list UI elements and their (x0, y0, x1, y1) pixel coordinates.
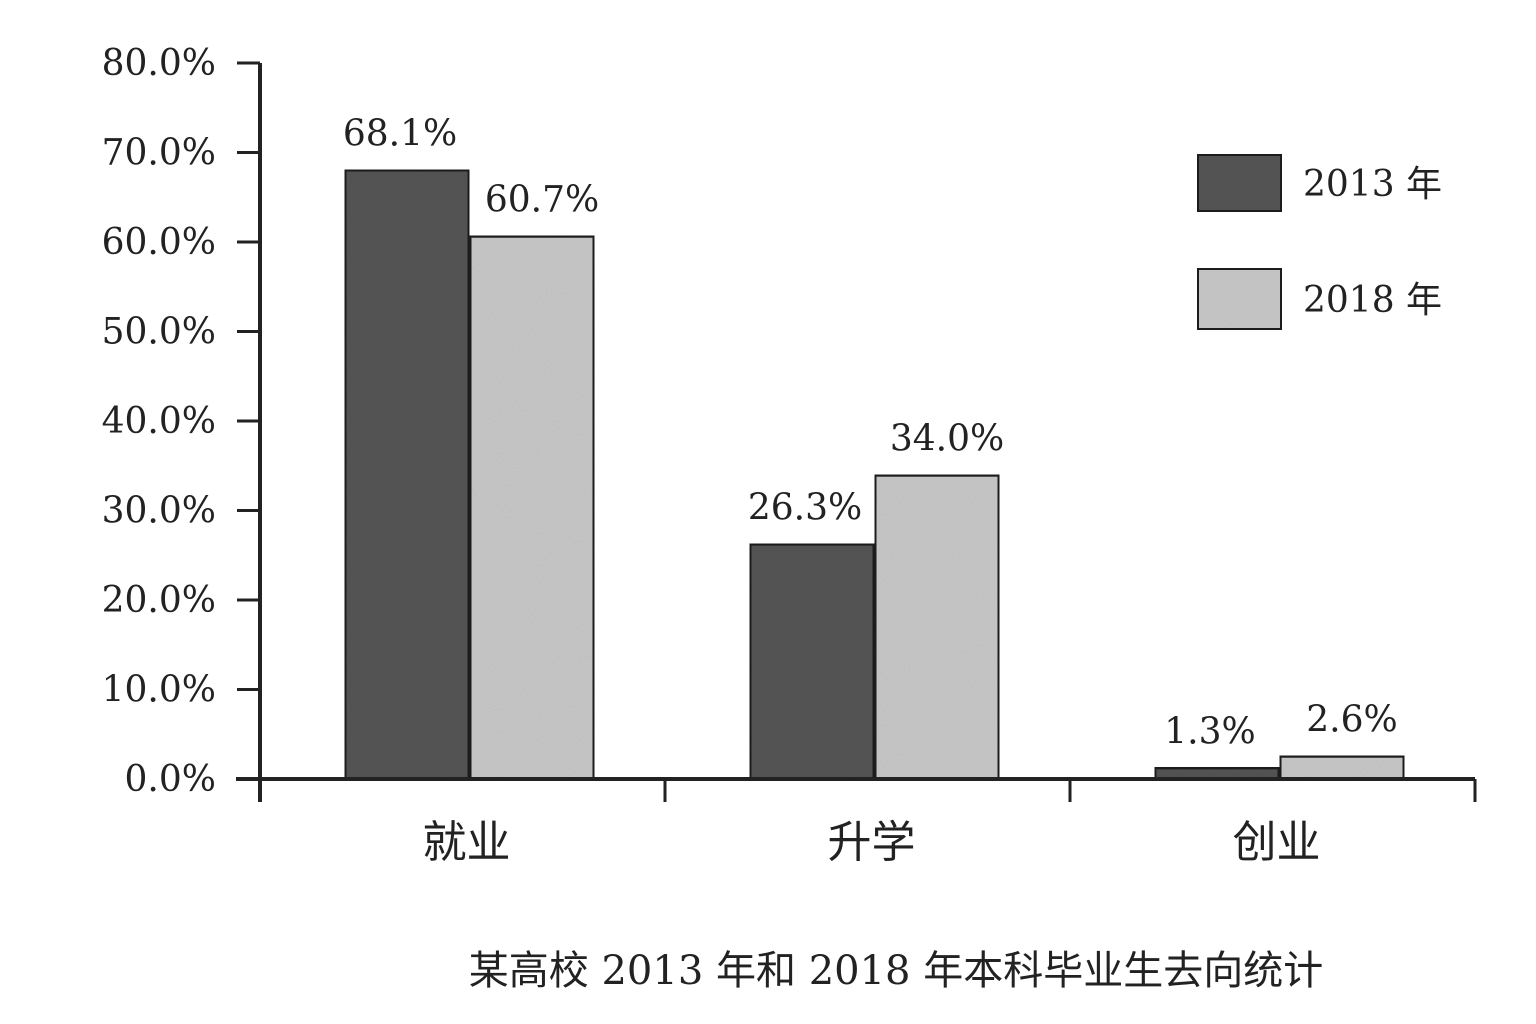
data-label: 68.1% (343, 114, 457, 155)
y-tick-label: 20.0% (102, 580, 216, 621)
bar-就业-2018年 (467, 233, 597, 782)
y-tick-label: 10.0% (102, 670, 216, 711)
bar-创业-2018年 (1277, 753, 1407, 781)
legend-label-2013: 2013 年 (1303, 164, 1442, 205)
value-labels: 68.1% 60.7% 26.3% 34.0% 1.3% 2.6% (343, 114, 1398, 753)
y-tick-label: 0.0% (125, 759, 216, 800)
data-label: 1.3% (1164, 711, 1255, 752)
category-label: 就业 (423, 817, 511, 868)
category-label: 升学 (828, 817, 916, 868)
legend-label-2018: 2018 年 (1303, 280, 1442, 321)
legend-swatch-2018 (1195, 266, 1284, 332)
data-label: 34.0% (890, 419, 1004, 460)
y-tick-label: 40.0% (102, 401, 216, 442)
y-axis-ticks: 0.0% 10.0% 20.0% 30.0% 40.0% 50.0% 60.0% 70.0% 8… (102, 43, 260, 800)
y-tick-label: 70.0% (102, 133, 216, 174)
bars (342, 167, 1407, 782)
bar-就业-2013年 (342, 167, 472, 781)
data-label: 2.6% (1306, 700, 1397, 741)
y-tick-label: 50.0% (102, 312, 216, 353)
category-label: 创业 (1233, 817, 1321, 868)
x-axis-ticks (258, 779, 1477, 802)
chart-title: 某高校 2013 年和 2018 年本科毕业生去向统计 (469, 948, 1323, 994)
y-tick-label: 80.0% (102, 43, 216, 84)
legend-swatch-2013 (1195, 152, 1284, 214)
data-label: 60.7% (485, 180, 599, 221)
category-labels: 就业 升学 创业 (423, 817, 1321, 868)
data-label: 26.3% (748, 488, 862, 529)
legend: 2013 年 2018 年 (1195, 152, 1442, 332)
y-tick-label: 30.0% (102, 491, 216, 532)
bar-升学-2018年 (872, 472, 1002, 781)
y-tick-label: 60.0% (102, 222, 216, 263)
bar-升学-2013年 (747, 541, 877, 781)
